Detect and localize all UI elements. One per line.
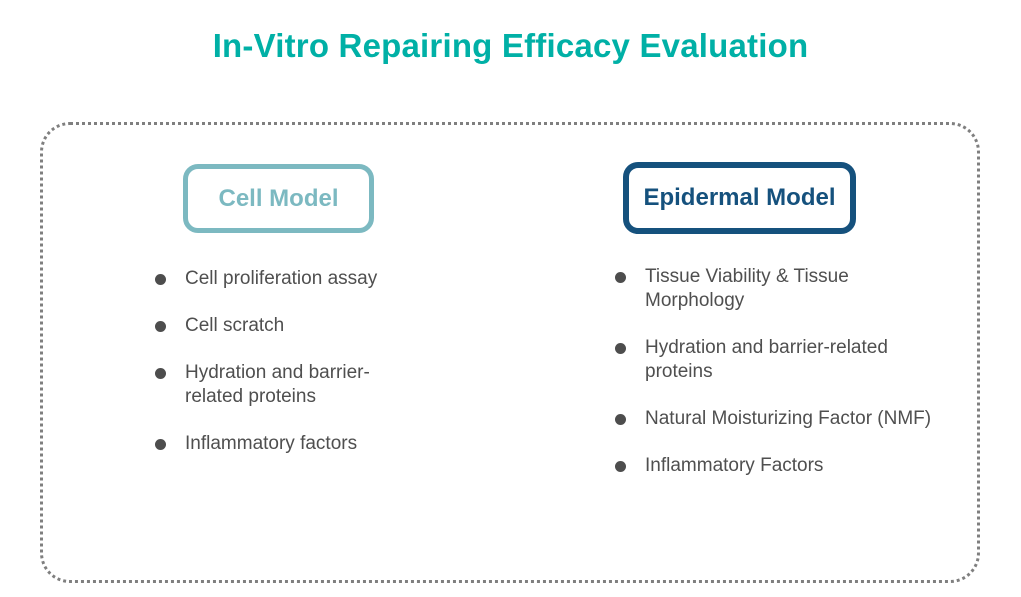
epidermal-model-label: Epidermal Model [643, 184, 836, 211]
cell-model-list: Cell proliferation assay Cell scratch Hy… [155, 267, 417, 479]
list-item: Hydration and barrier-related proteins [615, 336, 937, 384]
list-item: Tissue Viability & Tissue Morphology [615, 265, 937, 313]
list-item: Hydration and barrier-related proteins [155, 361, 417, 409]
list-item-text: Cell scratch [185, 315, 285, 336]
cell-model-label: Cell Model [218, 184, 339, 212]
list-item-text: Inflammatory Factors [645, 455, 824, 476]
list-item: Natural Moisturizing Factor (NMF) [615, 407, 937, 431]
page-title: In-Vitro Repairing Efficacy Evaluation [212, 27, 809, 64]
bullet-icon [615, 343, 626, 354]
list-item-text: Inflammatory factors [185, 433, 358, 454]
list-item: Cell proliferation assay [155, 267, 417, 291]
list-item: Inflammatory Factors [615, 454, 937, 478]
list-item-text: Hydration and barrier-related proteins [645, 337, 888, 382]
list-item: Inflammatory factors [155, 432, 417, 456]
bullet-icon [155, 321, 166, 332]
epidermal-model-list: Tissue Viability & Tissue Morphology Hyd… [615, 265, 937, 501]
epidermal-model-header-box: Epidermal Model [623, 162, 856, 234]
cell-model-header-box: Cell Model [183, 164, 374, 233]
list-item-text: Tissue Viability & Tissue Morphology [645, 266, 849, 311]
list-item-text: Natural Moisturizing Factor (NMF) [645, 408, 932, 429]
bullet-icon [155, 274, 166, 285]
bullet-icon [155, 439, 166, 450]
bullet-icon [615, 272, 626, 283]
list-item-text: Cell proliferation assay [185, 268, 378, 289]
list-item-text: Hydration and barrier-related proteins [185, 362, 370, 407]
evaluation-panel: Cell Model Cell proliferation assay Cell… [40, 122, 980, 583]
bullet-icon [615, 414, 626, 425]
bullet-icon [155, 368, 166, 379]
bullet-icon [615, 461, 626, 472]
list-item: Cell scratch [155, 314, 417, 338]
